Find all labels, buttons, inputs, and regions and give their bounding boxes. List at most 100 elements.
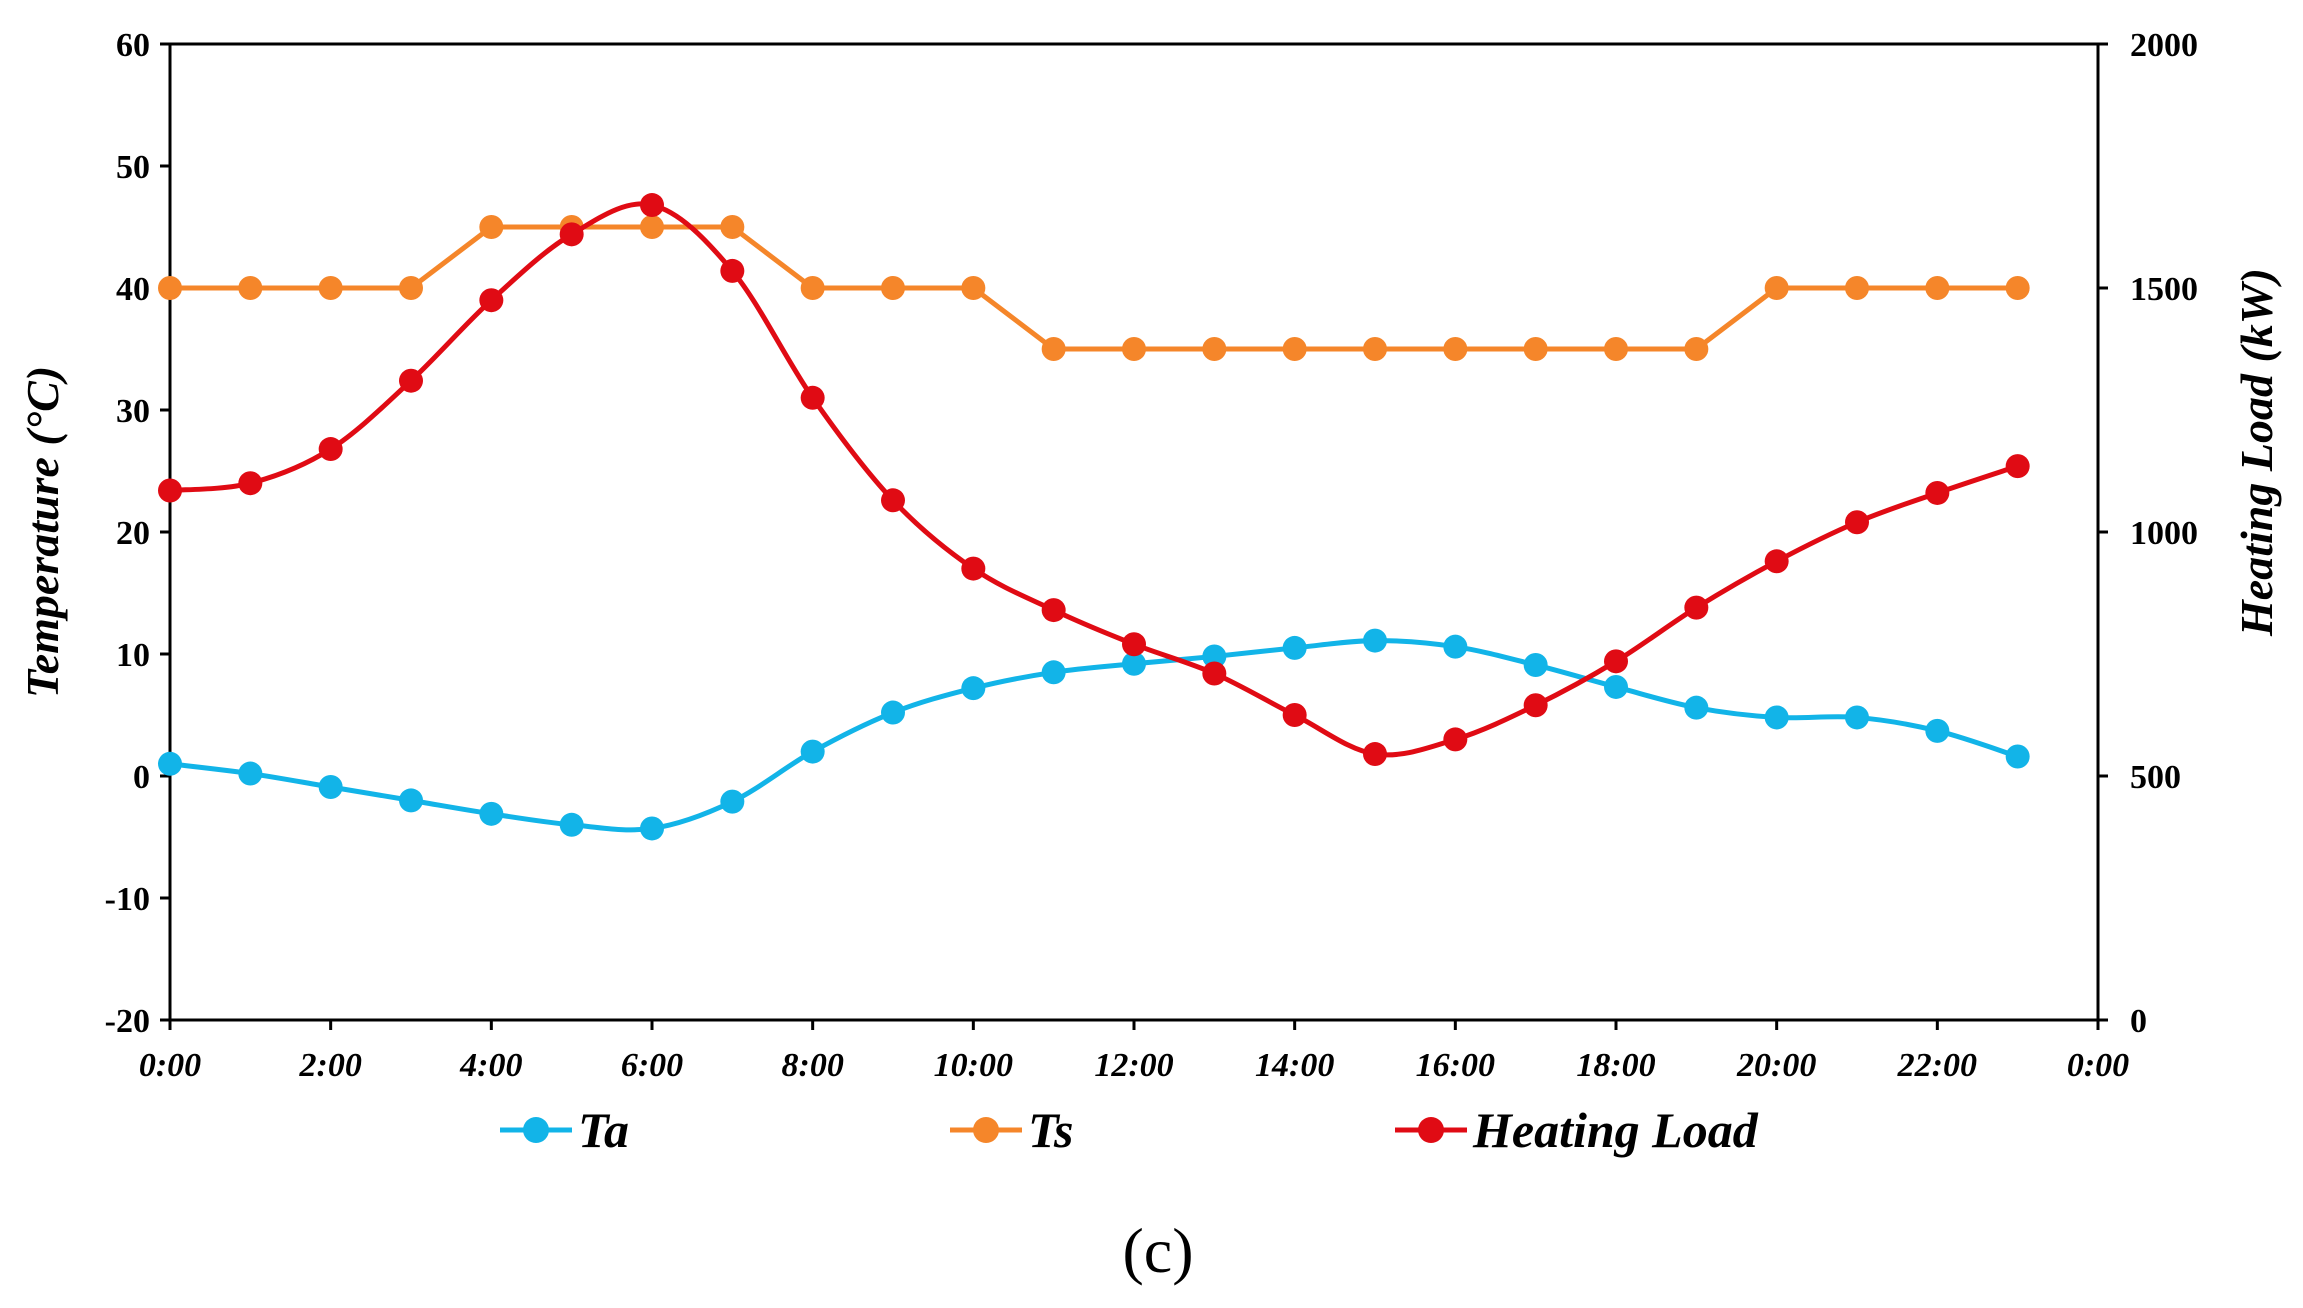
data-point-ts: [1845, 276, 1869, 300]
series-line-ts: [170, 224, 2018, 352]
data-point-ts: [1282, 337, 1307, 361]
y2-tick-label: 1000: [2130, 515, 2198, 552]
data-point-ts: [720, 215, 745, 239]
y-axis-title: Temperature (°C): [17, 366, 68, 698]
data-point-ta: [1363, 628, 1387, 653]
y-tick-label: 30: [116, 393, 150, 430]
x-tick-label: 22:00: [1897, 1047, 1977, 1084]
x-tick-label: 18:00: [1576, 1047, 1655, 1084]
data-point-heating-load: [238, 471, 263, 496]
data-point-heating-load: [1282, 703, 1307, 727]
series-line-ta: [169, 638, 2019, 833]
data-point-ts: [158, 276, 182, 300]
data-point-heating-load: [399, 368, 423, 393]
data-point-ta: [238, 761, 263, 786]
x-tick-label: 14:00: [1255, 1047, 1334, 1084]
data-point-ts: [800, 276, 825, 300]
data-point-ta: [1764, 705, 1789, 730]
y2-tick-label: 500: [2130, 759, 2181, 796]
data-point-heating-load: [1523, 693, 1548, 718]
data-point-heating-load: [479, 288, 504, 313]
data-point-heating-load: [640, 193, 664, 218]
data-point-heating-load: [158, 478, 182, 503]
data-point-ts: [1122, 337, 1146, 361]
data-point-heating-load: [1604, 649, 1628, 674]
x-tick-label: 16:00: [1416, 1047, 1495, 1084]
x-tick-label: 0:00: [139, 1047, 201, 1084]
y-tick-label: 20: [116, 515, 150, 552]
data-point-ta: [2005, 744, 2030, 769]
data-point-ta: [1202, 644, 1227, 669]
data-point-ta: [961, 676, 986, 701]
data-point-ta: [479, 801, 504, 826]
data-point-ta: [318, 774, 343, 799]
data-point-heating-load: [720, 258, 745, 283]
data-point-ts: [1202, 337, 1227, 361]
data-point-heating-load: [1443, 727, 1468, 752]
data-point-ts: [640, 215, 664, 239]
legend-swatch-marker: [1418, 1117, 1444, 1143]
legend-item-heating-load: Heating Load: [1395, 1102, 1759, 1158]
legend-label: Ts: [1028, 1102, 1073, 1158]
legend-swatch-marker: [523, 1117, 549, 1143]
x-tick-label: 20:00: [1736, 1047, 1816, 1084]
data-point-ts: [1925, 276, 1950, 300]
y2-tick-label: 2000: [2130, 27, 2198, 64]
plot-frame: [168, 42, 2100, 1022]
data-point-heating-load: [1925, 480, 1950, 505]
y-tick-label: 60: [116, 27, 150, 64]
data-point-ta: [559, 812, 584, 837]
series-ts: [158, 215, 2030, 361]
legend: Ta Ts Heating Load: [500, 1102, 1759, 1158]
data-point-ta: [1282, 635, 1307, 660]
y-tick-label: 0: [133, 759, 150, 796]
data-point-ts: [1443, 337, 1468, 361]
data-point-heating-load: [1202, 661, 1227, 686]
series-heating-load: [158, 193, 2030, 767]
data-point-ta: [1443, 634, 1468, 659]
data-point-heating-load: [961, 556, 986, 581]
data-point-ts: [479, 215, 504, 239]
data-point-ta: [1684, 695, 1709, 720]
y-tick-label: 40: [116, 271, 150, 308]
y-tick-label: 50: [116, 149, 150, 186]
legend-swatch-marker: [973, 1117, 999, 1143]
data-point-ts: [399, 276, 423, 300]
legend-item-ts: Ts: [950, 1102, 1073, 1158]
data-point-ta: [158, 751, 182, 776]
y-tick-label: -10: [105, 881, 150, 918]
y2-tick-label: 0: [2130, 1003, 2147, 1040]
data-point-heating-load: [1764, 549, 1789, 574]
data-point-ts: [1764, 276, 1789, 300]
data-point-ta: [1523, 652, 1548, 677]
series-line-heating-load: [169, 201, 2019, 758]
legend-item-ta: Ta: [500, 1102, 629, 1158]
x-axis-ticks: 0:00 2:00 4:00 6:00 8:00 10:00 12:00 14:00 16:00…: [139, 1020, 2129, 1084]
data-point-heating-load: [800, 385, 825, 410]
x-tick-label: 6:00: [621, 1047, 683, 1084]
data-point-ts: [881, 276, 905, 300]
series-ta: [158, 628, 2030, 841]
data-point-ta: [881, 700, 905, 725]
legend-label: Heating Load: [1472, 1102, 1759, 1158]
data-point-ts: [1363, 337, 1387, 361]
data-point-ta: [1041, 660, 1066, 685]
data-point-ta: [1122, 651, 1146, 676]
data-point-heating-load: [1684, 595, 1709, 620]
data-point-heating-load: [2005, 454, 2030, 479]
data-point-heating-load: [881, 488, 905, 513]
data-point-ta: [1604, 674, 1628, 699]
data-point-ts: [1684, 337, 1709, 361]
data-point-heating-load: [1363, 742, 1387, 767]
y-tick-label: -20: [105, 1003, 150, 1040]
x-tick-label: 2:00: [299, 1047, 362, 1084]
data-point-ts: [318, 276, 343, 300]
x-tick-label: 10:00: [934, 1047, 1013, 1084]
data-point-ta: [399, 788, 423, 813]
x-tick-label: 12:00: [1094, 1047, 1173, 1084]
data-point-heating-load: [318, 437, 343, 462]
data-point-heating-load: [1122, 632, 1146, 657]
y2-tick-label: 1500: [2130, 271, 2198, 308]
y2-axis-title: Heating Load (kW): [2231, 268, 2282, 637]
